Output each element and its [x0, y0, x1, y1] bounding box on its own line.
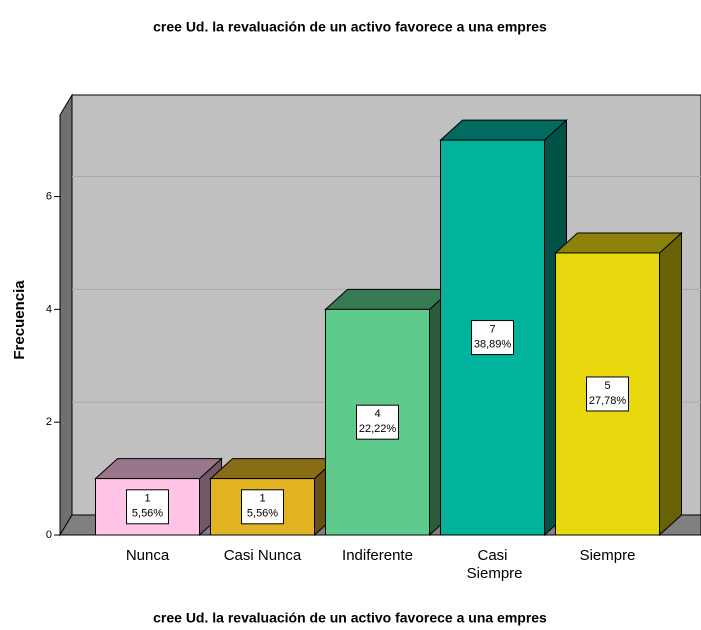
percent-label: 22,22%: [359, 423, 397, 435]
y-tick-label: 4: [46, 303, 52, 315]
bar-front: [210, 478, 315, 536]
x-axis-title: cree Ud. la revaluación de un activo fav…: [153, 610, 547, 626]
data-label-box: [471, 320, 514, 356]
x-tick-label: Casi Nunca: [224, 547, 302, 564]
data-label: 7: [489, 323, 495, 335]
percent-label: 27,78%: [589, 395, 627, 407]
data-label-box: [241, 489, 284, 525]
percent-label: 5,56%: [247, 508, 278, 520]
x-tick-label: Siempre: [580, 547, 636, 564]
data-label: 1: [259, 493, 265, 505]
bar-top: [324, 288, 453, 310]
data-label: 4: [374, 408, 380, 420]
y-tick-label: 2: [46, 416, 52, 428]
bar-top: [554, 232, 683, 254]
y-tick-label: 0: [46, 529, 52, 541]
x-tick-label: Indiferente: [342, 547, 413, 564]
bar-side: [659, 231, 682, 537]
x-tick-label: Nunca: [126, 547, 170, 564]
bar-top: [94, 458, 223, 480]
data-label-box: [586, 376, 629, 412]
data-label-box: [356, 404, 399, 440]
bar: [554, 231, 683, 537]
percent-label: 38,89%: [474, 338, 512, 350]
x-tick-label: Casi Siempre: [462, 547, 522, 582]
bar-top: [439, 119, 568, 141]
y-axis-title: Frecuencia: [11, 280, 28, 360]
left-wall: [59, 93, 73, 537]
chart-title: cree Ud. la revaluación de un activo fav…: [153, 19, 547, 35]
bar-top: [209, 458, 338, 480]
y-tick-label: 6: [46, 190, 52, 202]
data-label: 5: [604, 380, 610, 392]
data-label: 1: [144, 493, 150, 505]
data-label-box: [126, 489, 169, 525]
percent-label: 5,56%: [132, 508, 163, 520]
